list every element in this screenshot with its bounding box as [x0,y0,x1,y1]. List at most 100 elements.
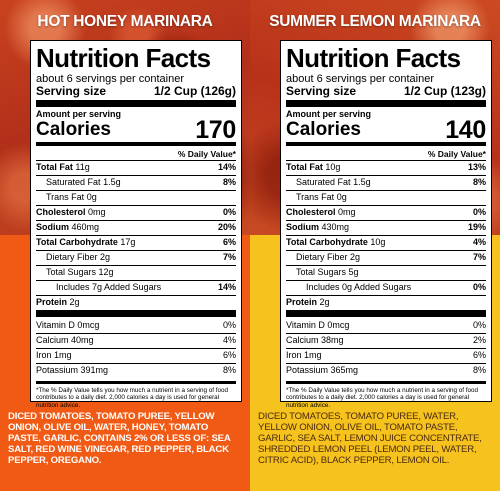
nutrient-dv: 14% [217,162,236,173]
calories-row: Calories 140 [286,116,486,144]
nutrient-row-cholesterol: Cholesterol 0mg 0% [36,205,236,220]
nutrient-name: Cholesterol [36,207,86,218]
nutrient-row-saturated-fat: Saturated Fat 1.5g 8% [36,175,236,190]
nutrient-row-trans-fat: Trans Fat 0g [286,190,486,205]
vitamin-name: Calcium 40mg [36,335,94,346]
nutrient-dv: 6% [222,237,236,248]
nutrient-name: Total Carbohydrate [286,237,368,248]
serving-size-value: 1/2 Cup (123g) [403,84,486,98]
nutrient-name: Dietary Fiber [46,252,98,263]
vitamin-row: Iron 1mg 6% [36,348,236,363]
nutrient-row-protein: Protein 2g [36,295,236,310]
calories-value: 170 [195,116,236,144]
vitamin-dv: 8% [222,365,236,376]
vitamin-dv: 6% [472,350,486,361]
vitamin-dv: 6% [222,350,236,361]
nutrient-amount: 12g [98,267,114,278]
serving-size-row: Serving size 1/2 Cup (123g) [286,85,486,98]
vitamin-name: Vitamin D 0mcg [36,319,100,330]
nutrient-name: Protein [36,297,68,308]
vitamin-dv: 0% [222,319,236,330]
product-title: HOT HONEY MARINARA [37,13,213,30]
vitamin-dv: 0% [472,319,486,330]
nutrient-row-dietary-fiber: Dietary Fiber 2g 7% [36,250,236,265]
nutrient-amount: 2g [100,252,111,263]
calories-row: Calories 170 [36,116,236,144]
nutrient-name: Trans Fat [46,192,85,203]
divider-thick [286,310,486,317]
nutrient-amount: 0g [336,192,347,203]
calories-label: Calories [286,119,361,140]
nutrient-name: Trans Fat [296,192,335,203]
nutrient-row-cholesterol: Cholesterol 0mg 0% [286,205,486,220]
nutrient-dv: 8% [472,177,486,188]
nutrient-name: Total Fat [36,162,73,173]
nutrient-dv: 0% [472,207,486,218]
servings-per-container: about 6 servings per container [36,73,184,85]
nutrient-row-total-fat: Total Fat 11g 14% [36,160,236,175]
nutrient-amount: 5g [348,267,359,278]
nutrient-amount: 10g [370,237,386,248]
nutrient-amount: 0mg [88,207,106,218]
serving-size-value: 1/2 Cup (126g) [153,84,236,98]
daily-value-header: % Daily Value* [177,149,236,159]
nutrient-amount: 17g [120,237,136,248]
nutrient-row-dietary-fiber: Dietary Fiber 2g 7% [286,250,486,265]
nutrient-row-total-fat: Total Fat 10g 13% [286,160,486,175]
nutrition-facts-heading: Nutrition Facts [286,43,461,73]
nutrient-name: Total Sugars [46,267,97,278]
vitamin-row: Calcium 40mg 4% [36,333,236,348]
product-title: SUMMER LEMON MARINARA [269,13,481,30]
vitamin-dv: 4% [222,335,236,346]
ingredients-list: DICED TOMATOES, TOMATO PUREE, YELLOW ONI… [8,411,231,466]
nutrient-amount: 430mg [321,222,350,233]
vitamin-dv: 8% [472,365,486,376]
nutrient-name: Cholesterol [286,207,336,218]
nutrient-dv: 8% [222,177,236,188]
vitamin-row: Iron 1mg 6% [286,348,486,363]
nutrition-facts-label: Nutrition Facts about 6 servings per con… [280,40,492,409]
nutrient-name: Total Fat [286,162,323,173]
nutrient-row-total-sugars: Total Sugars 12g [36,265,236,280]
daily-value-header: % Daily Value* [427,149,486,159]
nutrient-dv: 19% [467,222,486,233]
vitamin-row: Potassium 391mg 8% [36,363,236,378]
nutrient-name: Sodium [36,222,69,233]
nutrient-row-protein: Protein 2g [286,295,486,310]
vitamin-name: Calcium 38mg [286,335,344,346]
vitamin-name: Iron 1mg [36,350,72,361]
nutrient-row-total-carbohydrate: Total Carbohydrate 10g 4% [286,235,486,250]
nutrient-amount: 2g [350,252,361,263]
nutrient-dv: 0% [222,207,236,218]
nutrient-row-sodium: Sodium 430mg 19% [286,220,486,235]
nutrient-name: Protein [286,297,318,308]
nutrient-amount: 1.5g [353,177,371,188]
nutrient-amount: 2g [69,297,80,308]
calories-label: Calories [36,119,111,140]
nutrient-amount: 0mg [338,207,356,218]
vitamin-name: Potassium 365mg [286,365,359,376]
nutrient-dv: 7% [222,252,236,263]
ingredients-list: DICED TOMATOES, TOMATO PUREE, WATER, YEL… [258,411,482,466]
nutrient-row-total-sugars: Total Sugars 5g [286,265,486,280]
nutrient-row-sodium: Sodium 460mg 20% [36,220,236,235]
divider-thick [36,100,236,107]
vitamin-name: Potassium 391mg [36,365,109,376]
serving-size-row: Serving size 1/2 Cup (126g) [36,85,236,98]
nutrient-name: Dietary Fiber [296,252,348,263]
vitamin-row: Vitamin D 0mcg 0% [286,318,486,333]
nutrient-name: Sodium [286,222,319,233]
nutrient-row-saturated-fat: Saturated Fat 1.5g 8% [286,175,486,190]
nutrient-amount: 1.5g [103,177,121,188]
vitamin-name: Iron 1mg [286,350,322,361]
nutrient-amount: 10g [325,162,341,173]
nutrient-name: Total Carbohydrate [36,237,118,248]
servings-per-container: about 6 servings per container [286,73,434,85]
calories-value: 140 [445,116,486,144]
vitamin-dv: 2% [472,335,486,346]
serving-size-label: Serving size [286,84,357,98]
nutrient-name: Includes 0g Added Sugars [306,282,412,293]
nutrient-row-added-sugars: Includes 0g Added Sugars 0% [286,280,486,295]
nutrient-amount: 0g [86,192,97,203]
amount-per-serving: Amount per serving [286,109,372,119]
